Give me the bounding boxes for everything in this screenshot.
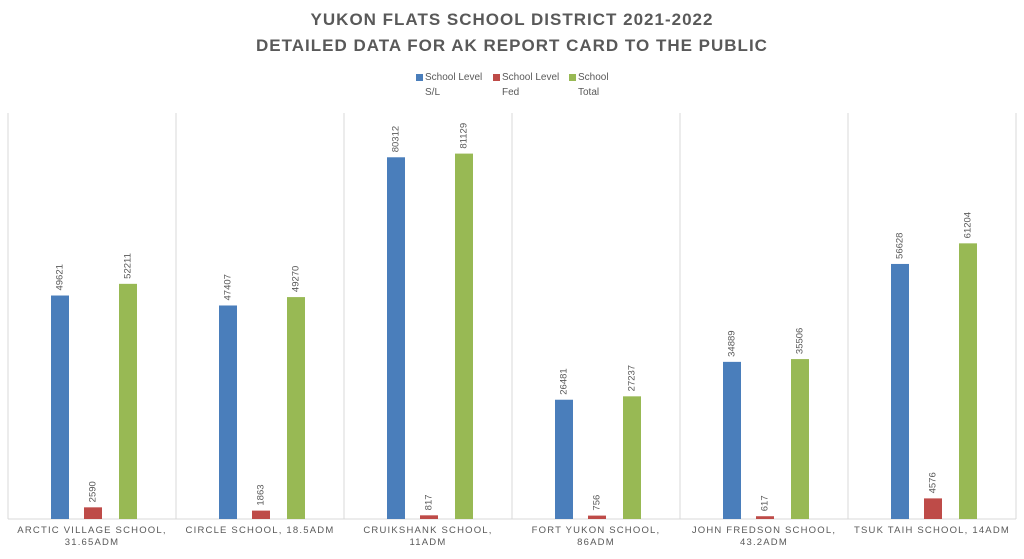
- bar: [287, 297, 305, 519]
- bar: [756, 516, 774, 519]
- data-label: 52211: [123, 253, 134, 279]
- legend-item: School Level Fed: [493, 70, 564, 100]
- chart-subtitle: DETAILED DATA FOR AK REPORT CARD TO THE …: [256, 36, 768, 55]
- x-tick-label: CRUIKSHANK SCHOOL, 11ADM: [363, 525, 493, 548]
- bar: [891, 263, 909, 519]
- x-tick-label: CIRCLE SCHOOL, 18.5ADM: [185, 525, 335, 536]
- bar: [387, 157, 405, 519]
- legend-item: School Total: [569, 70, 618, 100]
- x-tick-label: FORT YUKON SCHOOL, 86ADM: [531, 525, 661, 548]
- data-label: 756: [592, 495, 603, 511]
- x-tick-label: TSUK TAIH SCHOOL, 14ADM: [853, 525, 1011, 536]
- data-label: 1863: [256, 484, 267, 505]
- bar: [420, 515, 438, 519]
- data-label: 81129: [459, 123, 470, 149]
- data-label: 26481: [559, 368, 570, 394]
- bar: [219, 305, 237, 519]
- data-label: 49270: [291, 266, 302, 292]
- bar: [119, 283, 137, 519]
- legend-swatch: [416, 74, 423, 81]
- bar: [791, 359, 809, 519]
- data-label: 817: [424, 494, 435, 510]
- x-tick-label: ARCTIC VILLAGE SCHOOL, 31.65ADM: [17, 525, 167, 548]
- bar: [84, 507, 102, 519]
- bar: [588, 515, 606, 519]
- chart-title: YUKON FLATS SCHOOL DISTRICT 2021-2022: [310, 10, 714, 29]
- bar: [555, 399, 573, 519]
- bar: [51, 295, 69, 519]
- bar: [252, 510, 270, 519]
- data-label: 47407: [223, 274, 234, 300]
- legend-item: School Level S/L: [416, 70, 487, 100]
- bar: [723, 361, 741, 519]
- bar: [623, 396, 641, 519]
- data-label: 2590: [88, 481, 99, 502]
- bar: [455, 153, 473, 519]
- bar: [959, 243, 977, 519]
- data-label: 4576: [928, 472, 939, 493]
- data-label: 35506: [795, 328, 806, 354]
- legend-swatch: [569, 74, 576, 81]
- data-label: 27237: [627, 365, 638, 391]
- data-label: 34889: [727, 330, 738, 356]
- legend-swatch: [493, 74, 500, 81]
- data-label: 56628: [895, 233, 906, 259]
- x-tick-label: JOHN FREDSON SCHOOL, 43.2ADM: [691, 525, 837, 548]
- bar: [924, 498, 942, 519]
- data-label: 61204: [963, 212, 974, 238]
- data-label: 49621: [55, 264, 66, 290]
- data-label: 80312: [391, 126, 402, 152]
- data-label: 617: [760, 495, 771, 511]
